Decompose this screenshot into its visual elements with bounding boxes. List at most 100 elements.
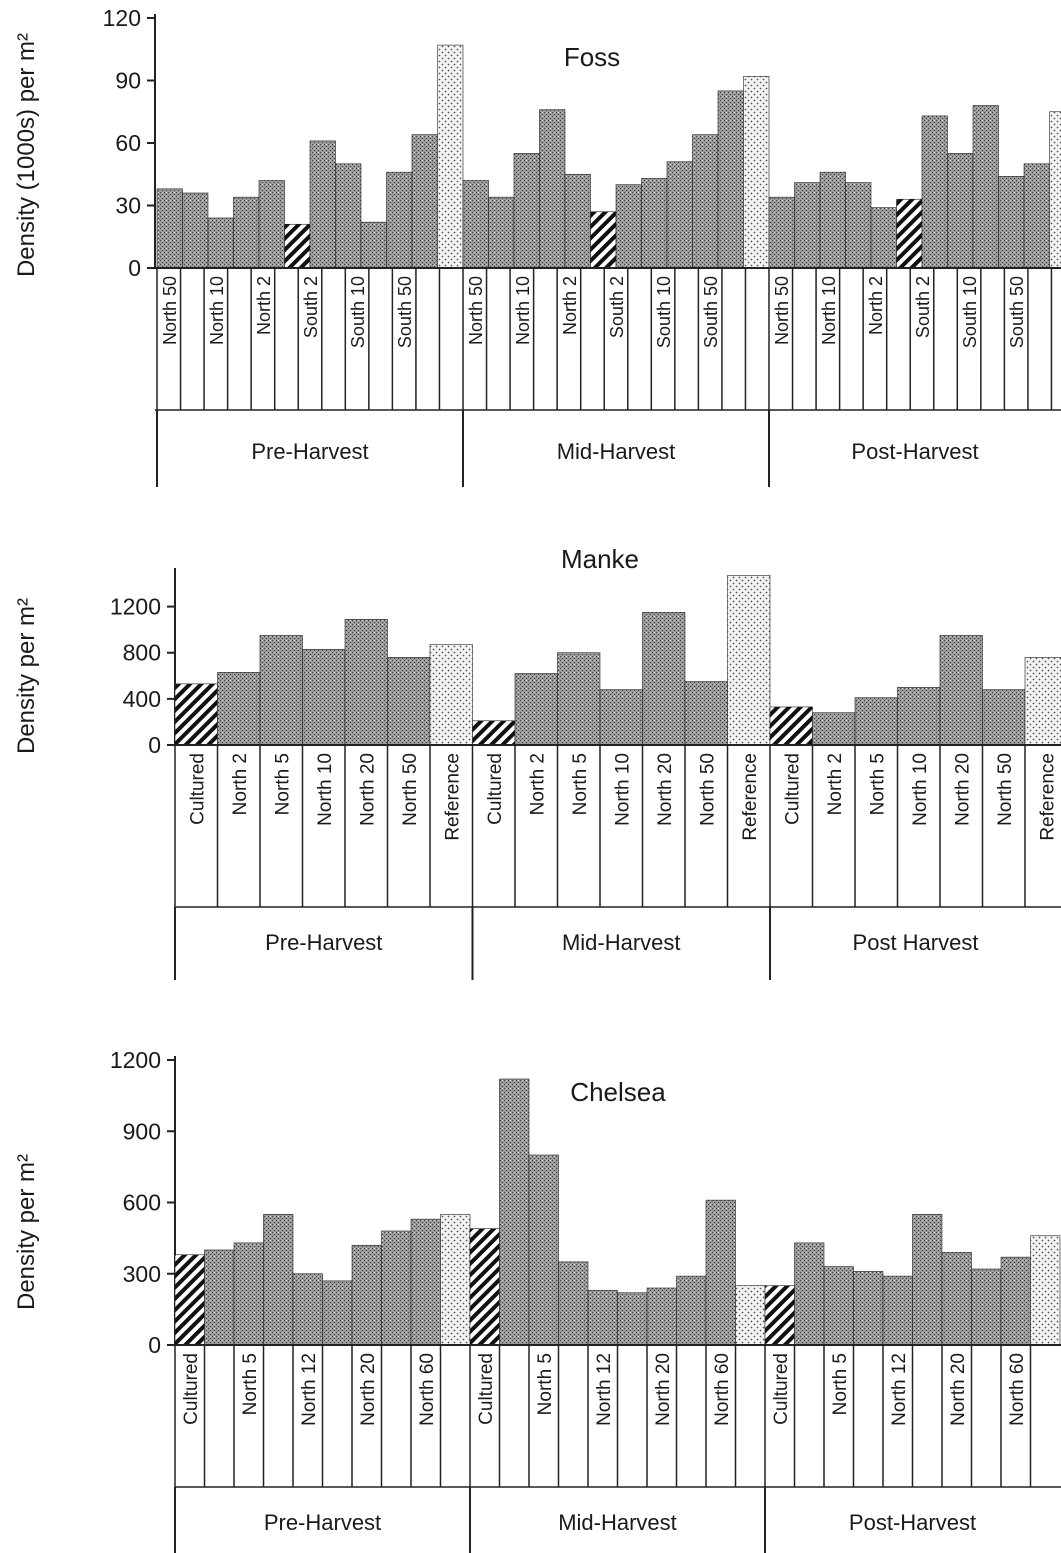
bar-site: [410, 1218, 441, 1346]
y-tick-label: 800: [123, 640, 161, 666]
bar-reference: [429, 644, 473, 746]
category-label: South 2: [607, 276, 627, 338]
group-label: Post-Harvest: [851, 439, 978, 464]
category-label: Reference: [740, 753, 761, 841]
y-tick-label: 900: [123, 1118, 161, 1144]
category-label: North 2: [825, 753, 846, 815]
bar-site: [939, 635, 983, 746]
category-label: North 20: [358, 1353, 379, 1426]
category-label: North 50: [772, 276, 792, 345]
bar-site: [642, 612, 686, 746]
category-label: North 50: [697, 753, 718, 826]
category-label: North 50: [400, 753, 421, 826]
y-tick-label: 1200: [110, 594, 161, 620]
y-tick-label: 0: [148, 1332, 161, 1358]
group-label: Pre-Harvest: [251, 439, 368, 464]
chart-title: Manke: [561, 544, 639, 574]
bar-site: [258, 180, 285, 269]
y-axis-label: Density per m²: [13, 1154, 40, 1310]
category-label: North 60: [417, 1353, 438, 1426]
bar-site: [870, 207, 897, 269]
bar-site: [853, 1271, 884, 1346]
bar-site: [971, 1268, 1002, 1346]
bar-site: [941, 1252, 972, 1346]
bar-site: [233, 1242, 264, 1346]
category-label: Reference: [442, 753, 463, 841]
category-label: North 2: [527, 753, 548, 815]
category-label: North 20: [948, 1353, 969, 1426]
bar-reference: [743, 76, 770, 269]
y-axis-label: Density (1000s) per m²: [13, 33, 40, 277]
bar-site: [819, 171, 846, 269]
bar-site: [462, 180, 489, 269]
bar-site: [812, 712, 856, 746]
bar-site: [387, 657, 431, 746]
bar-site: [982, 689, 1026, 746]
category-label: South 10: [960, 276, 980, 348]
y-axis-label: Density per m²: [13, 598, 40, 754]
category-label: South 10: [348, 276, 368, 348]
bar-site: [882, 1275, 913, 1346]
category-label: Cultured: [187, 753, 208, 825]
bar-cultured: [284, 223, 311, 269]
category-label: South 2: [301, 276, 321, 338]
bar-site: [302, 648, 346, 746]
y-tick-label: 120: [103, 5, 141, 31]
y-tick-label: 1200: [110, 1047, 161, 1073]
bar-site: [259, 635, 303, 746]
bar-site: [182, 192, 209, 269]
bar-site: [217, 672, 261, 746]
bar-site: [513, 153, 540, 269]
bar-reference: [440, 1214, 471, 1346]
category-label: North 2: [560, 276, 580, 335]
bar-site: [794, 182, 821, 269]
category-label: South 50: [701, 276, 721, 348]
bar-cultured: [174, 683, 218, 746]
y-tick-label: 0: [148, 732, 161, 758]
category-label: South 50: [395, 276, 415, 348]
bar-site: [233, 196, 260, 269]
category-label: Cultured: [485, 753, 506, 825]
bar-site: [528, 1154, 559, 1346]
bar-cultured: [472, 720, 516, 746]
group-label: Post Harvest: [853, 930, 979, 955]
bar-site: [558, 1261, 589, 1346]
panel-manke: 0 400 800 1200 Density per m² Manke Cultured No…: [13, 544, 1061, 980]
bar-site: [676, 1275, 707, 1346]
bar-site: [1000, 1256, 1031, 1346]
chart-title: Chelsea: [570, 1077, 666, 1107]
bar-cultured: [469, 1228, 500, 1346]
group-label: Post-Harvest: [849, 1510, 976, 1535]
bar-site: [263, 1214, 294, 1346]
bar-site: [897, 687, 941, 746]
category-label: South 50: [1007, 276, 1027, 348]
bar-cultured: [764, 1285, 795, 1346]
bar-site: [768, 196, 795, 269]
bar-site: [921, 115, 948, 269]
y-tick-label: 0: [128, 255, 141, 281]
y-tick-label: 90: [115, 68, 141, 94]
category-label: North 10: [910, 753, 931, 826]
group-label: Mid-Harvest: [557, 439, 676, 464]
category-label: North 5: [867, 753, 888, 815]
bar-site: [615, 184, 642, 269]
bar-site: [204, 1249, 235, 1346]
category-label: North 60: [712, 1353, 733, 1426]
category-label: North 50: [995, 753, 1016, 826]
bar-site: [351, 1244, 382, 1346]
category-label: North 2: [866, 276, 886, 335]
category-label: North 20: [952, 753, 973, 826]
bar-site: [499, 1078, 530, 1346]
bar-site: [344, 618, 388, 746]
y-tick-label: 300: [123, 1261, 161, 1287]
category-label: Cultured: [181, 1353, 202, 1425]
category-label: North 10: [819, 276, 839, 345]
bar-site: [539, 109, 566, 269]
category-label: South 10: [654, 276, 674, 348]
bar-site: [617, 1292, 648, 1346]
bar-site: [705, 1199, 736, 1346]
group-label: Pre-Harvest: [265, 930, 382, 955]
bar-site: [514, 673, 558, 746]
bar-site: [488, 196, 515, 269]
category-label: North 60: [1007, 1353, 1028, 1426]
